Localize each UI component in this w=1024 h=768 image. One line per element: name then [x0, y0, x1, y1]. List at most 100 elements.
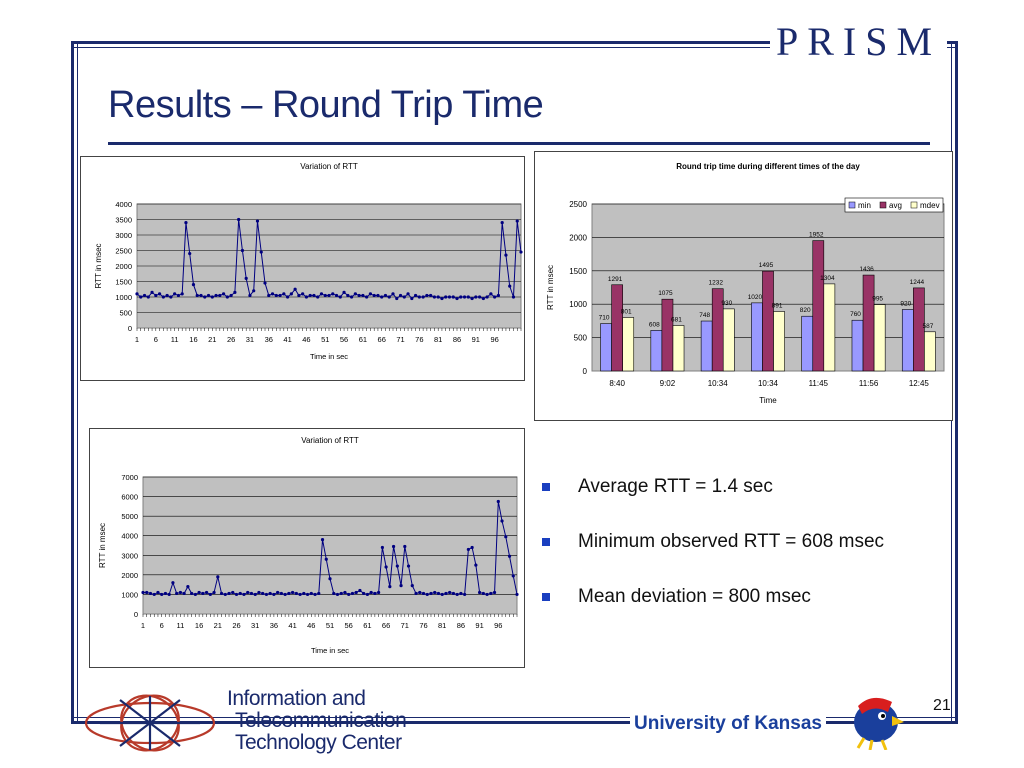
- data-point: [212, 590, 216, 595]
- y-tick-label: 500: [574, 334, 588, 343]
- y-tick-label: 4000: [121, 532, 138, 541]
- bar-min: [650, 330, 663, 372]
- bar-min: [901, 309, 914, 372]
- page-number: 21: [933, 697, 951, 714]
- chart-title: Round trip time during different times o…: [676, 162, 860, 171]
- y-axis-label: RTT in msec: [546, 265, 555, 310]
- data-point: [313, 592, 317, 597]
- data-point: [152, 592, 156, 597]
- data-point: [489, 591, 493, 596]
- data-point: [376, 293, 380, 298]
- x-tick-label: 31: [251, 621, 259, 630]
- data-point: [463, 592, 467, 597]
- data-point: [519, 250, 523, 254]
- data-point: [142, 293, 147, 298]
- data-label: 681: [671, 317, 682, 324]
- data-point: [309, 591, 313, 596]
- x-tick-label: 81: [434, 335, 442, 344]
- data-point: [135, 292, 139, 296]
- data-point: [276, 590, 280, 595]
- ittc-globe-logo: [84, 694, 216, 752]
- x-tick-label: 8:40: [609, 379, 625, 388]
- data-point: [380, 295, 384, 299]
- x-tick-label: 66: [378, 335, 386, 344]
- data-point: [214, 293, 218, 298]
- data-point: [440, 296, 444, 301]
- data-point: [270, 292, 275, 296]
- x-axis-label: Time in sec: [311, 646, 349, 655]
- data-point: [369, 590, 373, 595]
- y-tick-label: 0: [583, 367, 588, 376]
- data-point: [451, 591, 456, 596]
- data-point: [402, 295, 406, 299]
- data-point: [246, 590, 250, 595]
- data-point: [380, 545, 384, 550]
- data-point: [289, 292, 293, 296]
- x-tick-label: 86: [457, 621, 465, 630]
- y-tick-label: 2000: [569, 233, 587, 242]
- data-point: [175, 591, 179, 596]
- x-tick-label: 46: [302, 335, 310, 344]
- data-point: [349, 295, 354, 299]
- data-point: [216, 575, 220, 579]
- x-tick-label: 86: [453, 335, 461, 344]
- data-point: [444, 295, 448, 299]
- bullet-text: Average RTT = 1.4 sec: [578, 476, 773, 497]
- data-point: [395, 564, 399, 568]
- data-point: [188, 252, 192, 256]
- bar-min: [851, 319, 864, 372]
- data-point: [387, 295, 391, 299]
- data-point: [335, 592, 340, 597]
- data-point: [167, 592, 171, 597]
- university-name: University of Kansas: [630, 713, 826, 735]
- data-point: [199, 293, 203, 298]
- data-point: [447, 295, 452, 299]
- bullet-text: Minimum observed RTT = 608 msec: [578, 531, 885, 552]
- data-label: 995: [872, 296, 883, 303]
- ittc-name: Information and Telecommunication Techno…: [227, 688, 407, 754]
- data-point: [305, 592, 310, 597]
- data-point: [218, 293, 222, 298]
- y-tick-label: 1000: [115, 293, 132, 302]
- data-point: [242, 592, 246, 597]
- data-point: [259, 250, 263, 254]
- data-point: [223, 592, 227, 597]
- data-point: [157, 292, 162, 296]
- data-point: [413, 293, 418, 298]
- bullet-item: Mean deviation = 800 msec: [540, 584, 980, 639]
- data-point: [176, 293, 181, 298]
- data-point: [481, 591, 485, 596]
- data-point: [238, 591, 242, 596]
- x-tick-label: 41: [288, 621, 296, 630]
- data-point: [206, 293, 211, 298]
- frame-top-line-inner: [71, 47, 958, 48]
- data-point: [492, 590, 497, 595]
- data-point: [455, 296, 459, 301]
- y-tick-label: 2500: [115, 247, 132, 256]
- data-point: [308, 293, 312, 298]
- y-tick-label: 1000: [569, 300, 587, 309]
- data-point: [500, 221, 504, 225]
- data-point: [253, 592, 257, 597]
- x-axis-label: Time: [759, 396, 777, 405]
- data-point: [257, 590, 261, 595]
- bar-mdev: [873, 304, 886, 372]
- data-label: 1952: [809, 232, 824, 239]
- data-point: [440, 592, 444, 597]
- frame-bottom-line-inner: [71, 717, 958, 718]
- y-tick-label: 1500: [115, 278, 132, 287]
- chart-title: Variation of RTT: [300, 162, 358, 171]
- data-label: 710: [599, 315, 610, 322]
- data-label: 608: [649, 321, 660, 328]
- data-point: [195, 293, 199, 298]
- data-point: [406, 292, 410, 296]
- frame-bottom-line: [71, 721, 958, 724]
- x-tick-label: 56: [345, 621, 353, 630]
- data-point: [350, 591, 355, 596]
- data-point: [204, 590, 209, 595]
- data-point: [361, 293, 365, 298]
- data-label: 1291: [608, 276, 623, 283]
- data-point: [304, 295, 309, 299]
- data-point: [165, 293, 169, 298]
